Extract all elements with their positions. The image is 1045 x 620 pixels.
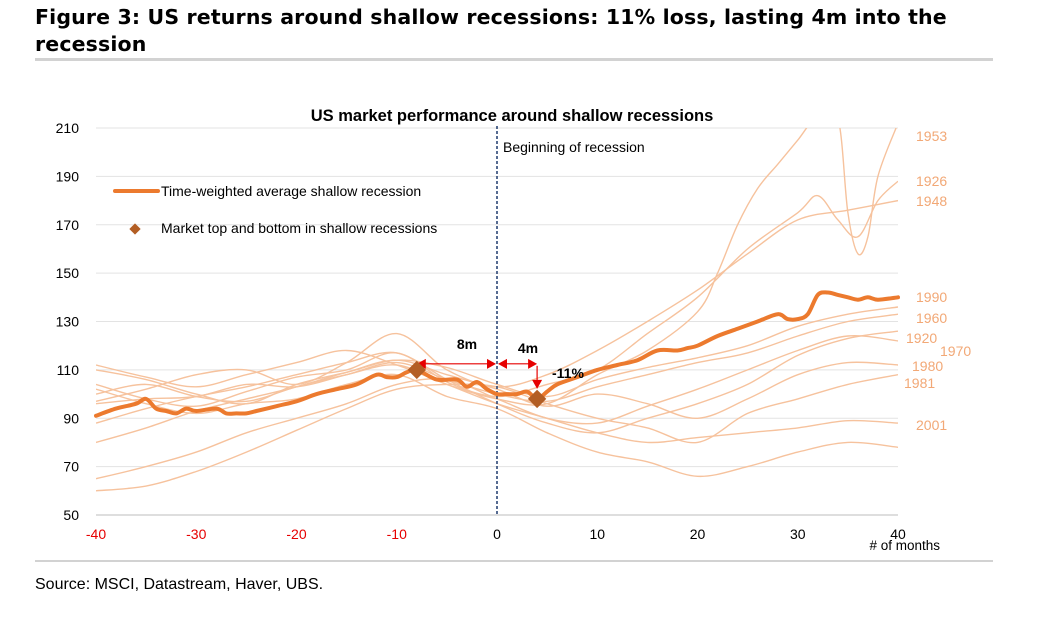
drawdown-label: -11%: [552, 365, 584, 381]
series-label: 1953: [916, 128, 947, 144]
lead-arrow-head: [416, 358, 426, 369]
series-label: 1981: [904, 375, 935, 391]
y-tick-label: 190: [56, 168, 80, 184]
x-tick-label: 20: [690, 526, 706, 542]
y-tick-label: 110: [57, 362, 80, 378]
x-tick-label: -40: [86, 526, 106, 542]
series-label: 1948: [916, 193, 947, 209]
average-line: [94, 290, 900, 418]
legend-marker-label: Market top and bottom in shallow recessi…: [161, 220, 437, 236]
recession-series-line: [96, 306, 898, 405]
figure-title: Figure 3: US returns around shallow rece…: [35, 5, 947, 56]
x-tick-label: -10: [387, 526, 407, 542]
market-marker: [407, 360, 426, 380]
x-tick-label: -30: [186, 526, 206, 542]
x-tick-label: 30: [790, 526, 806, 542]
x-tick-label: 40: [890, 526, 906, 542]
y-tick-label: 130: [56, 314, 80, 330]
y-tick-label: 150: [56, 265, 80, 281]
legend-average-label: Time-weighted average shallow recession: [161, 183, 421, 199]
series-label: 1980: [912, 358, 943, 374]
recession-start-label: Beginning of recession: [503, 139, 645, 155]
source-rule: [35, 560, 993, 562]
y-tick-label: 210: [56, 120, 80, 136]
x-tick-label: -20: [286, 526, 306, 542]
y-axis-tick-labels: 50 70 90 110 130 150 170 190 210: [56, 120, 80, 523]
legend: Time-weighted average shallow recession …: [113, 183, 437, 236]
market-marker: [527, 389, 547, 409]
series-label: 1990: [916, 289, 947, 305]
lag-arrow-head: [528, 358, 538, 369]
x-tick-label: 10: [589, 526, 605, 542]
x-axis-label: # of months: [869, 538, 940, 553]
series-label: 1926: [916, 173, 947, 189]
recession-series-line: [96, 359, 898, 444]
y-tick-label: 50: [63, 507, 79, 523]
y-tick-label: 170: [56, 217, 80, 233]
chart: US market performance around shallow rec…: [56, 107, 972, 553]
series-label: 1920: [906, 330, 937, 346]
title-rule: [35, 58, 993, 61]
x-tick-label: 0: [493, 526, 501, 542]
series-label: 1970: [940, 343, 971, 359]
source-note: Source: MSCI, Datastream, Haver, UBS.: [35, 576, 324, 593]
drawdown-arrow-head: [532, 379, 543, 389]
market-markers: [407, 360, 547, 409]
y-tick-label: 70: [63, 459, 79, 475]
lag-time-label: 4m: [518, 340, 538, 356]
series-label: 2001: [916, 417, 947, 433]
timing-arrows: [416, 358, 543, 389]
lead-arrow-head: [487, 358, 496, 369]
series-label: 1960: [916, 310, 947, 326]
x-axis-tick-labels: -40 -30 -20 -10 0 10 20 30 40: [86, 526, 906, 542]
lead-time-label: 8m: [457, 336, 477, 352]
lag-arrow-head: [498, 358, 507, 369]
y-tick-label: 90: [63, 410, 79, 426]
chart-title: US market performance around shallow rec…: [311, 107, 714, 125]
